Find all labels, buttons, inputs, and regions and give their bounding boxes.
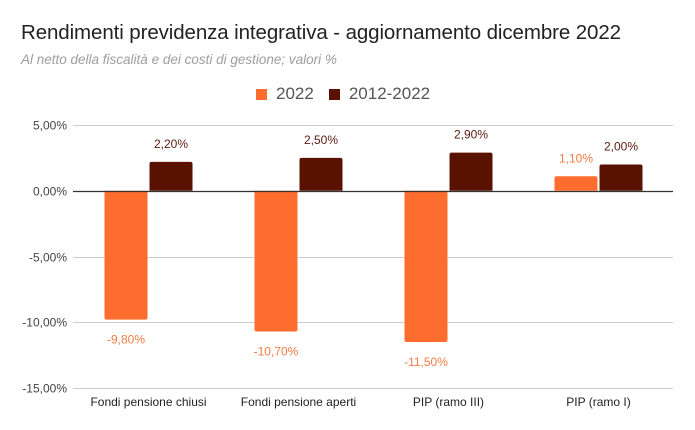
bar-2022-0 <box>104 190 148 320</box>
chart-title: Rendimenti previdenza integrativa - aggi… <box>21 21 621 44</box>
data-label: 2,90% <box>454 128 488 142</box>
y-tick-label: 0,00% <box>33 185 67 199</box>
bar-2012-2022-2 <box>449 152 493 191</box>
gridlines <box>73 125 673 389</box>
y-tick-label: -15,00% <box>22 382 67 396</box>
legend-label-2022: 2022 <box>276 84 314 103</box>
legend: 2022 2012-2022 <box>256 84 445 104</box>
x-category-label: Fondi pensione chiusi <box>90 395 206 409</box>
legend-item-2022[interactable]: 2022 <box>256 84 314 104</box>
data-label: 2,20% <box>154 137 188 151</box>
legend-label-2012-2022: 2012-2022 <box>348 84 431 103</box>
x-category-label: PIP (ramo I) <box>566 395 630 409</box>
data-label: 2,00% <box>604 139 638 153</box>
bar-2022-3 <box>554 176 598 191</box>
data-labels: -9,80% 2,20% -10,70% 2,50% -11,50% 2,90% 1,10%… <box>107 128 638 369</box>
bar-2022-2 <box>404 190 448 342</box>
data-label: 2,50% <box>304 133 338 147</box>
bar-2012-2022-1 <box>299 157 343 191</box>
y-tick-label: 5,00% <box>33 119 67 133</box>
y-tick-label: -10,00% <box>22 316 67 330</box>
data-label: 1,10% <box>559 151 593 165</box>
legend-swatch-2022 <box>256 88 267 100</box>
x-category-label: Fondi pensione aperti <box>241 395 356 409</box>
bar-2012-2022-3 <box>599 164 643 191</box>
x-axis-labels: Fondi pensione chiusi Fondi pensione aper… <box>90 395 630 409</box>
bar-2012-2022-0 <box>149 161 193 191</box>
data-label: -11,50% <box>404 355 448 369</box>
chart-subtitle: Al netto della fiscalità e dei costi di … <box>21 52 337 67</box>
legend-swatch-2012-2022 <box>328 88 340 100</box>
legend-item-2012-2022[interactable]: 2012-2022 <box>328 84 431 104</box>
data-label: -10,70% <box>254 344 299 358</box>
y-axis-labels: 5,00% 0,00% -5,00% -10,00% -15,00% <box>22 119 67 396</box>
bars <box>104 152 643 342</box>
x-category-label: PIP (ramo III) <box>413 395 484 409</box>
data-label: -9,80% <box>107 333 145 347</box>
y-tick-label: -5,00% <box>29 251 67 265</box>
bar-2022-1 <box>254 190 298 332</box>
